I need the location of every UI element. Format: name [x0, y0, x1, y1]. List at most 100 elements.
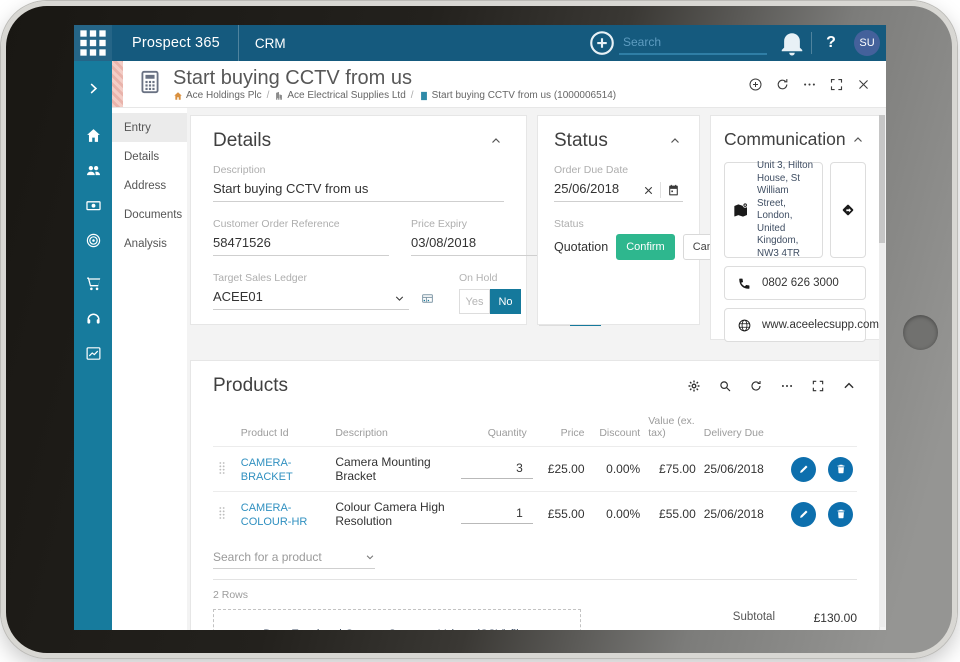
target-sales-ledger-field[interactable] — [213, 287, 389, 309]
table-row: CAMERA-BRACKET Camera Mounting Bracket £… — [213, 446, 857, 492]
vertical-scrollbar[interactable] — [879, 115, 885, 627]
nav-item-documents[interactable]: Documents — [124, 208, 183, 221]
sidebar-item-support-headset-icon[interactable] — [74, 301, 112, 336]
product-delivery-due: 25/06/2018 — [699, 446, 787, 492]
user-avatar[interactable]: SU — [854, 30, 880, 56]
description-field[interactable] — [213, 179, 504, 201]
more-options-icon[interactable] — [800, 75, 818, 93]
csv-dropzone[interactable]: Drag Excel and Comma Separate Values (CS… — [213, 609, 581, 630]
nav-item-analysis[interactable]: Analysis — [124, 237, 167, 250]
nav-item-address[interactable]: Address — [124, 179, 167, 192]
status-panel: Status Order Due Date Status — [537, 115, 737, 325]
website-tile[interactable]: www.aceelecsupp.com — [724, 308, 879, 342]
chevron-down-icon[interactable] — [389, 288, 409, 308]
scrollbar-thumb[interactable] — [879, 115, 885, 243]
order-due-date-field[interactable] — [554, 179, 638, 201]
status-panel-title: Status — [554, 130, 608, 151]
search-input[interactable] — [619, 33, 782, 51]
table-row: CAMERA-COLOUR-HR Colour Camera High Reso… — [213, 491, 857, 536]
column-header-delivery-due[interactable]: Delivery Due — [703, 427, 764, 439]
collapse-chevron-icon[interactable] — [490, 134, 504, 148]
address-tile[interactable]: Unit 3, Hilton House, St William Street,… — [724, 160, 823, 259]
price-expiry-label: Price Expiry — [411, 218, 468, 230]
building-icon — [276, 91, 283, 100]
confirm-button[interactable]: Confirm — [616, 234, 675, 260]
website-url: www.aceelecsupp.com — [762, 319, 879, 331]
nav-item-entry[interactable]: Entry — [112, 113, 187, 142]
product-price: £55.00 — [536, 491, 589, 536]
sidebar-item-orders-cart-icon[interactable] — [74, 266, 112, 301]
refresh-icon[interactable] — [773, 75, 791, 93]
clear-date-icon[interactable] — [638, 180, 658, 200]
delete-row-trash-icon[interactable] — [828, 456, 853, 482]
edit-row-pencil-icon[interactable] — [791, 501, 816, 527]
column-header-value-ex-tax[interactable]: Value (ex. tax) — [648, 415, 695, 439]
grid-fullscreen-icon[interactable] — [810, 378, 826, 394]
customer-order-reference-field[interactable] — [213, 233, 389, 255]
ledger-lookup-icon[interactable] — [417, 289, 437, 309]
sidebar-item-home-icon[interactable] — [74, 118, 112, 153]
map-icon — [734, 202, 748, 217]
unsaved-indicator-strip — [112, 61, 123, 107]
products-panel: Products Product Id — [190, 360, 880, 630]
fullscreen-icon[interactable] — [827, 75, 845, 93]
products-panel-title: Products — [213, 375, 288, 396]
quantity-input[interactable] — [460, 459, 533, 479]
page-title: Start buying CCTV from us — [173, 67, 412, 89]
description-label: Description — [213, 164, 266, 176]
collapse-chevron-icon[interactable] — [852, 133, 866, 147]
breadcrumb-separator: / — [410, 90, 414, 101]
quantity-input[interactable] — [460, 504, 533, 524]
app-launcher-icon[interactable] — [74, 25, 112, 61]
sidebar-item-targets-icon[interactable] — [74, 223, 112, 258]
details-panel-title: Details — [213, 130, 272, 151]
sidebar-item-sales-icon[interactable] — [74, 188, 112, 223]
product-id-link[interactable]: CAMERA-COLOUR-HR — [240, 502, 308, 528]
tab-crm[interactable]: CRM — [254, 35, 286, 51]
help-icon[interactable]: ? — [826, 34, 836, 51]
breadcrumb-item[interactable]: Ace Holdings Plc — [173, 90, 262, 101]
column-header-quantity[interactable]: Quantity — [487, 427, 527, 439]
collapse-chevron-icon[interactable] — [669, 134, 683, 148]
close-icon[interactable] — [854, 75, 872, 93]
global-search — [619, 31, 782, 55]
product-delivery-due: 25/06/2018 — [699, 491, 787, 536]
column-header-price[interactable]: Price — [560, 427, 585, 439]
grid-refresh-icon[interactable] — [748, 378, 764, 394]
breadcrumb-item[interactable]: Ace Electrical Supplies Ltd — [274, 90, 406, 101]
topbar-divider — [811, 32, 812, 54]
calendar-icon[interactable] — [663, 180, 683, 200]
on-hold-no-button[interactable]: No — [490, 289, 521, 314]
product-id-link[interactable]: CAMERA-BRACKET — [240, 457, 293, 483]
sidebar-item-contacts-icon[interactable] — [74, 153, 112, 188]
product-price: £25.00 — [536, 446, 589, 492]
on-hold-label: On Hold — [459, 272, 498, 284]
phone-tile[interactable]: 0802 626 3000 — [724, 266, 866, 300]
nav-item-details[interactable]: Details — [124, 150, 160, 163]
grid-more-options-icon[interactable] — [779, 378, 795, 394]
column-header-product-id[interactable]: Product Id — [240, 427, 289, 439]
edit-row-pencil-icon[interactable] — [791, 456, 816, 482]
breadcrumb-item[interactable]: Start buying CCTV from us (1000006514) — [419, 90, 616, 101]
grid-search-icon[interactable] — [717, 378, 733, 394]
sidebar-item-reports-chart-icon[interactable] — [74, 336, 112, 371]
product-description: Colour Camera High Resolution — [331, 491, 457, 536]
column-header-description[interactable]: Description — [335, 427, 388, 439]
drag-handle-icon[interactable] — [217, 506, 227, 524]
drag-handle-icon[interactable] — [217, 461, 227, 479]
quick-add-icon[interactable] — [587, 28, 617, 58]
sidebar-expand-chevron-icon[interactable] — [74, 71, 112, 106]
column-header-discount[interactable]: Discount — [599, 427, 641, 439]
notifications-bell-icon[interactable] — [777, 28, 807, 58]
directions-tile[interactable] — [830, 162, 866, 258]
calculator-icon — [420, 91, 427, 100]
grid-settings-gear-icon[interactable] — [686, 378, 702, 394]
address-text: Unit 3, Hilton House, St William Street,… — [757, 160, 814, 259]
delete-row-trash-icon[interactable] — [828, 501, 853, 527]
product-search-dropdown[interactable]: Search for a product — [213, 544, 375, 569]
order-due-date-label: Order Due Date — [554, 164, 629, 176]
add-record-icon[interactable] — [746, 75, 764, 93]
on-hold-yes-button[interactable]: Yes — [459, 289, 490, 314]
chevron-down-icon — [366, 555, 374, 560]
collapse-chevron-icon[interactable] — [841, 378, 857, 394]
